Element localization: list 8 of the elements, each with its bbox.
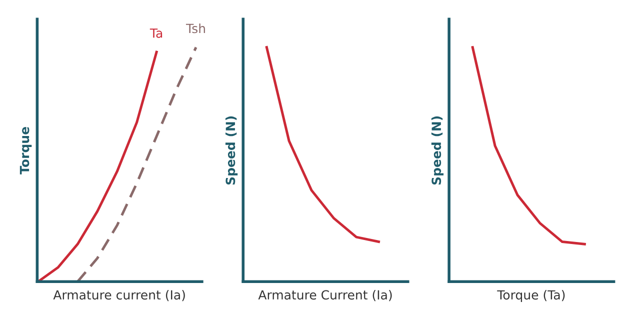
series-label: Tsh xyxy=(186,24,205,34)
x-axis-title: Armature Current (Ia) xyxy=(258,290,392,302)
y-axis-title: Torque xyxy=(20,127,32,174)
x-axis-title: Armature current (Ia) xyxy=(53,290,185,302)
series-label: Ta xyxy=(150,28,162,38)
y-axis-title: Speed (N) xyxy=(431,116,444,185)
x-axis-title: Torque (Ta) xyxy=(497,290,565,302)
y-axis-title: Speed (N) xyxy=(225,116,238,185)
